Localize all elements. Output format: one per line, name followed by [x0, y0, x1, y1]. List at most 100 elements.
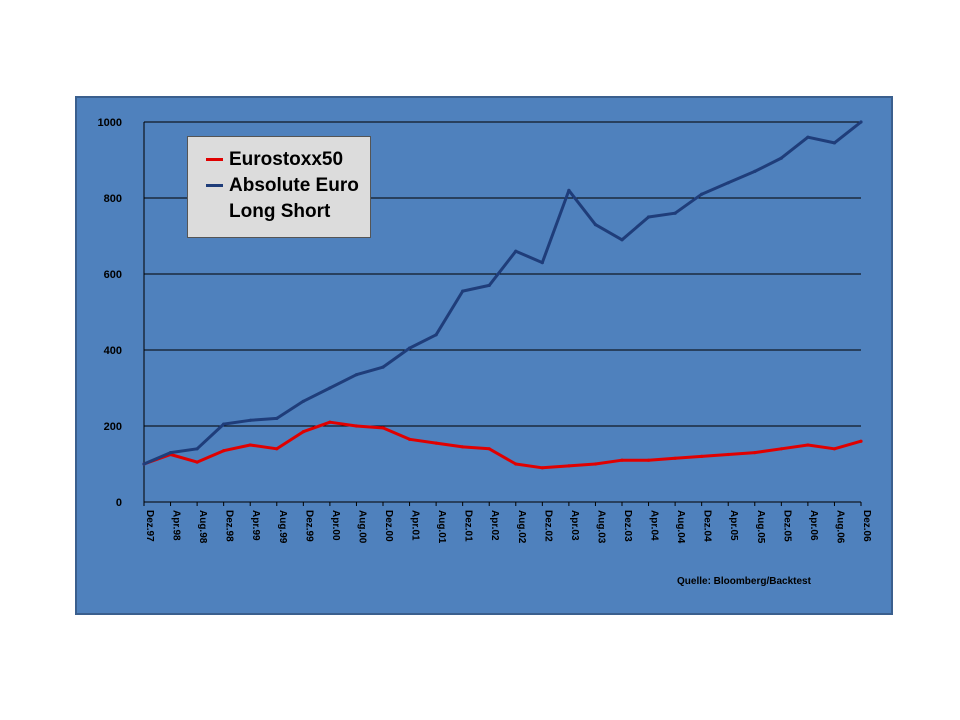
- x-tick-label-Apr.03: Apr.03: [569, 510, 580, 541]
- x-tick-label-Aug.02: Aug.02: [516, 510, 527, 544]
- legend-label-absolute-euro: Absolute Euro Long Short: [229, 175, 359, 222]
- series-0-point-10: [407, 437, 412, 441]
- series-0-point-18: [620, 458, 624, 462]
- series-0-point-7: [328, 420, 332, 424]
- series-1-point-20: [673, 211, 677, 215]
- series-1-point-9: [381, 365, 385, 369]
- series-1-point-22: [726, 181, 730, 185]
- series-1-point-0: [142, 462, 146, 466]
- x-tick-label-Dez.97: Dez.97: [144, 510, 155, 542]
- series-0-point-12: [461, 445, 465, 449]
- series-0-point-27: [859, 439, 863, 443]
- x-tick-label-Apr.01: Apr.01: [410, 510, 421, 541]
- x-tick-label-Aug.99: Aug.99: [277, 510, 288, 544]
- y-tick-label-0: 0: [116, 497, 122, 509]
- x-tick-label-Aug.98: Aug.98: [197, 510, 208, 544]
- series-1-point-15: [540, 261, 544, 265]
- legend-swatch-absolute-euro: [206, 184, 223, 187]
- series-0-point-4: [248, 443, 252, 447]
- x-tick-label-Apr.05: Apr.05: [728, 510, 739, 541]
- x-tick-label-Dez.02: Dez.02: [542, 510, 553, 542]
- series-0-point-9: [381, 426, 385, 430]
- x-tick-label-Dez.03: Dez.03: [622, 510, 633, 542]
- x-tick-label-Dez.01: Dez.01: [463, 510, 474, 542]
- series-0-point-22: [726, 452, 730, 457]
- x-tick-label-Apr.06: Apr.06: [808, 510, 819, 541]
- series-1-point-25: [806, 135, 810, 139]
- chart-frame: 0 200 400 600 800 1000 Dez.97 Apr.98 Aug.98 Dez.9…: [75, 96, 893, 615]
- series-1-point-5: [275, 416, 279, 420]
- series-0-point-26: [832, 447, 837, 451]
- x-tick-label-Dez.05: Dez.05: [781, 510, 792, 542]
- series-0-point-8: [354, 424, 359, 428]
- x-tick-label-Aug.00: Aug.00: [356, 510, 367, 544]
- series-0-point-20: [673, 456, 677, 460]
- y-tick-label-400: 400: [104, 345, 122, 357]
- series-0-point-15: [540, 466, 544, 470]
- legend-swatch-eurostoxx50: [206, 158, 223, 161]
- series-0-point-17: [593, 462, 598, 466]
- chart-legend: Eurostoxx50 Absolute Euro Long Short: [187, 136, 371, 238]
- x-tick-label-Aug.03: Aug.03: [595, 510, 606, 544]
- series-0-point-24: [779, 447, 783, 451]
- y-tick-label-800: 800: [104, 193, 122, 205]
- series-0-point-19: [646, 458, 651, 462]
- series-1-point-3: [222, 422, 226, 426]
- series-1-point-11: [434, 333, 438, 337]
- y-tick-label-600: 600: [104, 269, 122, 281]
- source-note: Quelle: Bloomberg/Backtest: [677, 576, 811, 587]
- series-1-point-21: [700, 192, 704, 196]
- series-1-point-10: [407, 346, 412, 350]
- series-1-point-24: [779, 156, 783, 160]
- series-1-point-16: [567, 188, 571, 192]
- x-tick-label-Aug.04: Aug.04: [675, 510, 686, 544]
- x-tick-label-Apr.98: Apr.98: [171, 510, 182, 541]
- series-1-point-17: [593, 223, 598, 227]
- series-1-point-8: [354, 373, 359, 377]
- series-0-point-14: [514, 462, 518, 466]
- x-tick-label-Dez.06: Dez.06: [861, 510, 872, 542]
- x-tick-label-Apr.04: Apr.04: [649, 510, 660, 541]
- x-tick-label-Apr.99: Apr.99: [250, 510, 261, 541]
- x-tick-label-Apr.02: Apr.02: [489, 510, 500, 541]
- series-1-point-13: [487, 283, 491, 287]
- series-1-point-19: [646, 215, 651, 219]
- series-1-point-23: [753, 169, 757, 173]
- x-tick-label-Aug.05: Aug.05: [755, 510, 766, 544]
- series-0-point-3: [222, 449, 226, 453]
- x-tick-label-Dez.00: Dez.00: [383, 510, 394, 542]
- series-1-point-7: [328, 386, 332, 390]
- series-0-point-11: [434, 441, 438, 445]
- series-1-point-2: [195, 447, 199, 451]
- series-1-point-14: [514, 249, 518, 253]
- legend-label-eurostoxx50: Eurostoxx50: [229, 149, 344, 170]
- series-1-point-1: [168, 451, 173, 455]
- x-tick-label-Dez.98: Dez.98: [224, 510, 235, 542]
- series-line-0: [143, 420, 862, 470]
- series-1-point-27: [859, 120, 863, 124]
- series-0-point-25: [806, 443, 810, 447]
- series-0-point-23: [753, 451, 757, 455]
- series-0-point-5: [275, 447, 279, 451]
- series-0-point-13: [487, 447, 491, 451]
- x-tick-label-Aug.06: Aug.06: [834, 510, 845, 544]
- legend-item-absolute-euro: Absolute Euro Long Short: [206, 173, 362, 225]
- series-0-point-2: [195, 460, 199, 464]
- x-tick-label-Aug.01: Aug.01: [436, 510, 447, 544]
- series-1-point-12: [461, 289, 465, 293]
- series-0-point-21: [700, 454, 704, 458]
- y-tick-label-1000: 1000: [98, 117, 122, 129]
- y-tick-label-200: 200: [104, 421, 122, 433]
- series-line-1: [143, 120, 862, 466]
- series-1-point-4: [248, 418, 252, 422]
- legend-item-eurostoxx50: Eurostoxx50: [206, 147, 362, 173]
- series-0-point-6: [301, 430, 305, 434]
- x-tick-label-Dez.04: Dez.04: [702, 510, 713, 542]
- series-1-point-26: [832, 141, 837, 145]
- series-1-point-18: [620, 238, 624, 242]
- chart-plot: 0 200 400 600 800 1000 Dez.97 Apr.98 Aug.98 Dez.9…: [98, 117, 872, 544]
- series-1-point-6: [301, 399, 305, 403]
- series-0-point-16: [567, 464, 571, 468]
- x-tick-label-Apr.00: Apr.00: [330, 510, 341, 541]
- x-tick-label-Dez.99: Dez.99: [303, 510, 314, 542]
